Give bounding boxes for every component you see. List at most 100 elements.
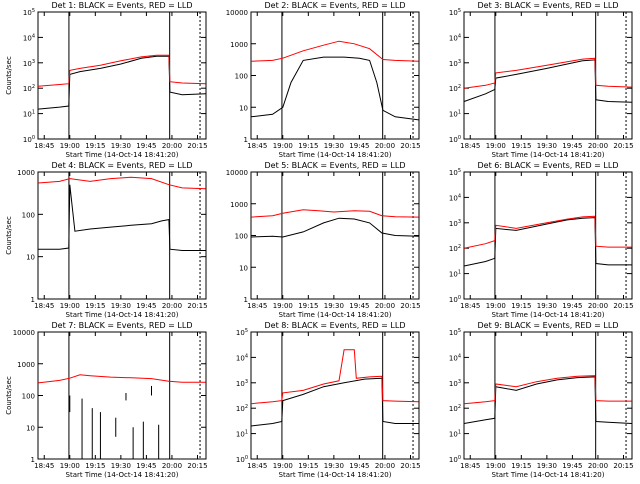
x-axis-label: Start Time (14-Oct-14 18:41:20) bbox=[279, 311, 392, 319]
y-tick-label: 10 bbox=[239, 104, 248, 112]
series-events-line bbox=[251, 217, 419, 238]
y-tick-label: 1000 bbox=[230, 201, 248, 209]
x-tick-label: 19:30 bbox=[537, 462, 557, 470]
chart-panel-5: Det 5: BLACK = Events, RED = LLD 1 10 100 10… bbox=[226, 161, 421, 319]
x-tick-label: 18:45 bbox=[34, 142, 54, 150]
y-tick-label: 10 bbox=[239, 264, 248, 272]
x-tick-label: 20:00 bbox=[588, 462, 608, 470]
y-tick-label: 105 bbox=[23, 8, 35, 17]
x-tick-label: 19:00 bbox=[486, 462, 506, 470]
x-tick-label: 20:15 bbox=[187, 142, 207, 150]
x-tick-label: 19:00 bbox=[60, 462, 80, 470]
x-tick-label: 20:00 bbox=[162, 142, 182, 150]
y-tick-label: 105 bbox=[449, 168, 461, 177]
x-tick-label: 19:00 bbox=[273, 142, 293, 150]
y-tick-label: 100 bbox=[449, 295, 461, 304]
y-tick-label: 1000 bbox=[230, 41, 248, 49]
x-tick-label: 19:30 bbox=[111, 302, 131, 310]
y-tick-label: 105 bbox=[236, 328, 248, 337]
chart-title: Det 2: BLACK = Events, RED = LLD bbox=[265, 1, 406, 10]
x-tick-label: 18:45 bbox=[34, 462, 54, 470]
x-tick-label: 20:15 bbox=[613, 462, 633, 470]
series-lld-line bbox=[251, 40, 419, 62]
y-tick-label: 100 bbox=[235, 233, 248, 241]
x-tick-label: 19:00 bbox=[486, 142, 506, 150]
series-lld-line bbox=[464, 375, 632, 405]
series-events-line bbox=[463, 217, 632, 267]
y-tick-label: 104 bbox=[23, 33, 35, 42]
x-axis-label: Start Time (14-Oct-14 18:41:20) bbox=[492, 471, 605, 479]
chart-title: Det 9: BLACK = Events, RED = LLD bbox=[478, 321, 619, 330]
plot-frame bbox=[37, 11, 207, 140]
x-tick-label: 19:00 bbox=[60, 302, 80, 310]
x-tick-label: 19:15 bbox=[85, 302, 105, 310]
chart-panel-8: Det 8: BLACK = Events, RED = LLD 100 101 10… bbox=[236, 321, 421, 479]
x-tick-label: 20:15 bbox=[613, 142, 633, 150]
y-axis-label: Counts/sec bbox=[5, 216, 13, 255]
series-events-line bbox=[38, 55, 206, 110]
plot-frame bbox=[463, 11, 633, 140]
series-lld-line bbox=[463, 215, 632, 249]
x-tick-label: 20:00 bbox=[588, 302, 608, 310]
chart-title: Det 3: BLACK = Events, RED = LLD bbox=[478, 1, 619, 10]
x-tick-label: 19:00 bbox=[486, 302, 506, 310]
y-tick-label: 105 bbox=[449, 8, 461, 17]
y-tick-label: 102 bbox=[449, 244, 461, 253]
x-tick-label: 19:45 bbox=[562, 142, 582, 150]
series-lld-line bbox=[464, 57, 632, 89]
x-tick-label: 19:30 bbox=[324, 142, 344, 150]
y-tick-label: 100 bbox=[236, 455, 248, 464]
x-tick-label: 20:00 bbox=[375, 302, 395, 310]
y-tick-label: 10000 bbox=[13, 329, 35, 337]
x-tick-label: 20:15 bbox=[400, 462, 420, 470]
x-tick-label: 19:45 bbox=[349, 302, 369, 310]
chart-title: Det 5: BLACK = Events, RED = LLD bbox=[265, 161, 406, 170]
y-tick-label: 104 bbox=[449, 193, 461, 202]
x-tick-label: 19:15 bbox=[511, 302, 531, 310]
x-tick-label: 19:45 bbox=[349, 142, 369, 150]
chart-title: Det 1: BLACK = Events, RED = LLD bbox=[52, 1, 193, 10]
x-tick-label: 18:45 bbox=[247, 142, 267, 150]
y-tick-label: 1000 bbox=[17, 169, 35, 177]
y-tick-label: 100 bbox=[22, 211, 35, 219]
x-tick-label: 19:15 bbox=[298, 302, 318, 310]
x-tick-label: 20:15 bbox=[400, 302, 420, 310]
x-tick-label: 19:30 bbox=[324, 462, 344, 470]
x-tick-label: 19:45 bbox=[136, 302, 156, 310]
y-tick-label: 100 bbox=[449, 135, 461, 144]
x-tick-label: 18:45 bbox=[247, 462, 267, 470]
chart-panel-6: Det 6: BLACK = Events, RED = LLD 100 101 10… bbox=[449, 161, 634, 319]
chart-panel-2: Det 2: BLACK = Events, RED = LLD 1 10 100 10… bbox=[226, 1, 421, 159]
series-lld-line bbox=[38, 54, 206, 87]
x-axis-label: Start Time (14-Oct-14 18:41:20) bbox=[66, 311, 179, 319]
series-lld-line bbox=[38, 176, 206, 190]
chart-panel-1: Det 1: BLACK = Events, RED = LLD 100 101 10… bbox=[5, 1, 208, 159]
series-events-line bbox=[463, 59, 632, 103]
y-tick-label: 1 bbox=[31, 456, 35, 464]
x-tick-label: 18:45 bbox=[34, 302, 54, 310]
y-tick-label: 103 bbox=[449, 219, 461, 228]
x-tick-label: 19:00 bbox=[273, 302, 293, 310]
x-tick-label: 19:15 bbox=[85, 462, 105, 470]
x-axis-label: Start Time (14-Oct-14 18:41:20) bbox=[279, 471, 392, 479]
x-tick-label: 18:45 bbox=[460, 302, 480, 310]
y-tick-label: 104 bbox=[449, 33, 461, 42]
y-tick-label: 103 bbox=[236, 379, 248, 388]
y-tick-label: 103 bbox=[449, 379, 461, 388]
y-tick-label: 102 bbox=[23, 84, 35, 93]
plot-frame bbox=[250, 11, 420, 140]
x-tick-label: 19:00 bbox=[273, 462, 293, 470]
y-tick-label: 100 bbox=[449, 455, 461, 464]
x-tick-label: 18:45 bbox=[247, 302, 267, 310]
x-tick-label: 20:00 bbox=[162, 462, 182, 470]
x-axis-label: Start Time (14-Oct-14 18:41:20) bbox=[66, 151, 179, 159]
y-tick-label: 103 bbox=[449, 59, 461, 68]
x-axis-label: Start Time (14-Oct-14 18:41:20) bbox=[279, 151, 392, 159]
x-tick-label: 20:00 bbox=[375, 142, 395, 150]
y-tick-label: 101 bbox=[449, 110, 461, 119]
x-axis-label: Start Time (14-Oct-14 18:41:20) bbox=[66, 471, 179, 479]
y-tick-label: 101 bbox=[236, 430, 248, 439]
y-tick-label: 104 bbox=[449, 353, 461, 362]
x-tick-label: 20:15 bbox=[613, 302, 633, 310]
